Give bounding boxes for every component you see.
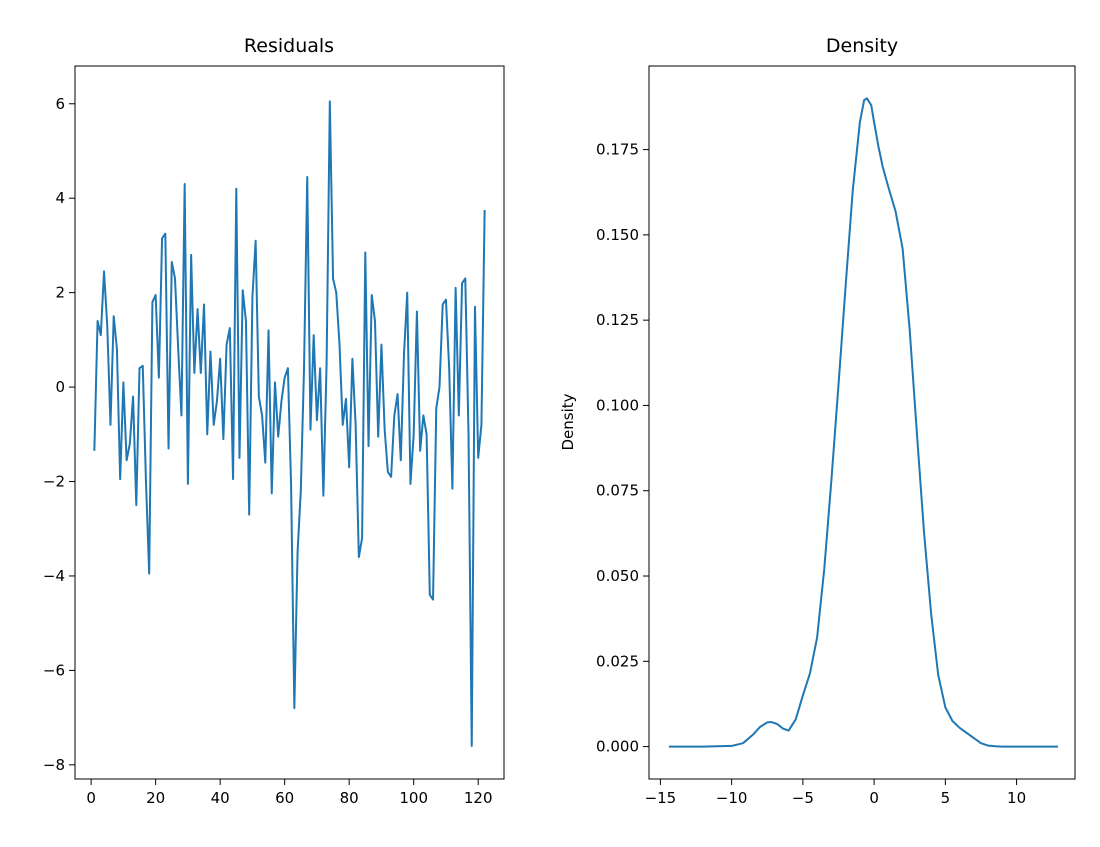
residuals-ytick-label: 6 [55,95,65,113]
residuals-xtick-label: 40 [211,789,230,807]
residuals-ytick-label: −2 [43,473,65,491]
residuals-title: Residuals [244,35,334,57]
residuals-series-line [93,100,486,747]
density-xtick-label: 0 [869,789,879,807]
density-ytick-label: 0.100 [596,396,639,414]
residuals-xtick-label: 20 [146,789,165,807]
density-ytick-label: 0.050 [596,567,639,585]
residuals-ytick-label: 2 [55,284,65,302]
residuals-xtick-label: 60 [275,789,294,807]
density-xtick-label: −5 [792,789,814,807]
density-xtick-label: 5 [941,789,951,807]
residuals-ytick-label: −4 [43,567,65,585]
residuals-lines [93,100,486,747]
density-ytick-label: 0.000 [596,738,639,756]
density-ytick-label: 0.150 [596,226,639,244]
density-xtick-label: −15 [645,789,677,807]
residuals-ytick-label: 4 [55,189,65,207]
density-title: Density [826,35,898,57]
density-ytick-label: 0.175 [596,141,639,159]
density-ytick-label: 0.125 [596,311,639,329]
density-ytick-label: 0.075 [596,482,639,500]
residuals-ticks: 0 20 40 60 80 100 120 −8 −6 −4 −2 0 2 4 6 [43,95,493,807]
density-ylabel: Density [559,393,577,450]
density-series-line [668,97,1058,748]
residuals-ytick-label: 0 [55,378,65,396]
density-ytick-label: 0.025 [596,652,639,670]
residuals-ytick-label: −8 [43,756,65,774]
residuals-xtick-label: 100 [399,789,428,807]
residuals-plot: Residuals 0 20 40 60 80 100 120 −8 −6 −4 −2 0 2 4 6 [43,35,505,807]
residuals-xtick-label: 0 [86,789,96,807]
density-lines [668,97,1058,748]
density-axes-frame [648,65,1076,780]
density-plot: Density Density −15 −10 −5 0 5 10 0.000 0.025 0.… [559,35,1076,807]
density-ticks: −15 −10 −5 0 5 10 0.000 0.025 0.050 0.075 0.100 0.1… [596,141,1026,807]
residuals-axes-frame [74,65,505,780]
residuals-xtick-label: 80 [340,789,359,807]
density-xtick-label: 10 [1007,789,1026,807]
density-xtick-label: −10 [716,789,748,807]
residuals-ytick-label: −6 [43,661,65,679]
residuals-xtick-label: 120 [464,789,493,807]
